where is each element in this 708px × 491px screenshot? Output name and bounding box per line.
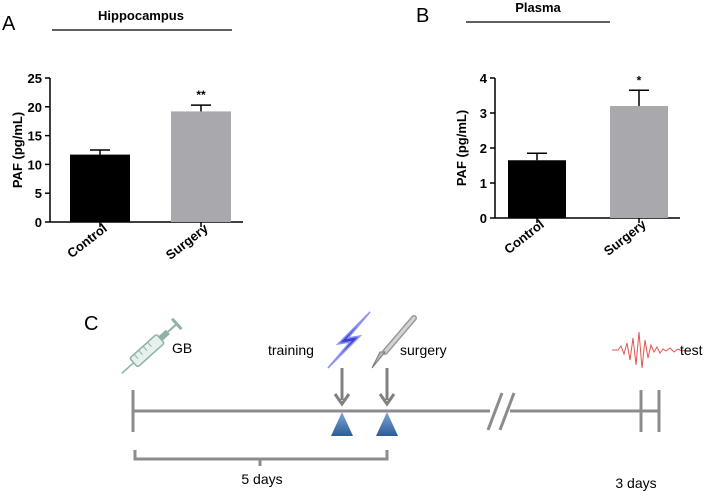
chart-a-ytick-label-4: 20 <box>28 100 42 115</box>
chart-b-ytick-label-1: 1 <box>480 176 487 191</box>
chart-a-ylabel: PAF (pg/mL) <box>10 112 25 188</box>
chart-b-ylabel: PAF (pg/mL) <box>454 110 469 186</box>
panel-c-timeline: C GB training surgery <box>84 311 703 491</box>
chart-a-ytick-label-0: 0 <box>35 215 42 230</box>
chart-a-category-label-0: Control <box>64 221 110 261</box>
event-label-test: test <box>680 342 703 358</box>
event-label-training: training <box>268 342 314 358</box>
chart-a-bar-control <box>70 154 130 222</box>
span-label-3-days: 3 days <box>615 475 656 491</box>
training-arrow <box>333 368 351 407</box>
surgery-arrow <box>378 368 396 407</box>
scalpel-icon <box>371 315 417 369</box>
eeg-wave-icon <box>612 331 687 369</box>
chart-b-significance-1: * <box>637 73 642 87</box>
chart-a-marks: 0 5 10 15 20 25 Control ** Surgery <box>28 71 243 263</box>
chart-b-bar-control <box>508 160 566 218</box>
chart-b-ytick-label-3: 3 <box>480 106 487 121</box>
event-label-gb: GB <box>172 340 192 356</box>
span-bracket-5-days <box>133 450 389 466</box>
chart-a-ytick-label-3: 15 <box>28 129 42 144</box>
panel-c-letter: C <box>84 313 98 335</box>
panel-a-letter: A <box>2 13 16 35</box>
chart-b-ytick-label-2: 2 <box>480 141 487 156</box>
chart-b-bar-surgery <box>610 106 668 218</box>
lightning-icon <box>327 311 371 369</box>
training-marker <box>331 412 353 436</box>
panel-b-chart: B Plasma PAF (pg/mL) 0 1 2 3 4 Control * Surger… <box>416 0 680 259</box>
surgery-marker <box>376 412 398 436</box>
chart-b-title: Plasma <box>515 0 561 15</box>
chart-a-ytick-label-1: 5 <box>35 186 42 201</box>
chart-b-category-label-0: Control <box>501 217 547 257</box>
chart-a-category-label-1: Surgery <box>163 220 212 263</box>
chart-a-ytick-label-2: 10 <box>28 157 42 172</box>
chart-a-bar-surgery <box>171 111 231 222</box>
chart-a-ytick-label-5: 25 <box>28 71 42 86</box>
chart-b-ytick-label-4: 4 <box>480 71 488 86</box>
chart-a-significance-1: ** <box>196 88 206 102</box>
span-label-5-days: 5 days <box>241 471 282 487</box>
syringe-icon <box>121 317 183 374</box>
panel-a-chart: A Hippocampus PAF (pg/mL) 0 5 10 15 20 25 Cont… <box>2 8 243 263</box>
chart-b-ytick-label-0: 0 <box>480 211 487 226</box>
chart-b-category-label-1: Surgery <box>601 216 650 259</box>
panel-b-letter: B <box>416 5 429 27</box>
chart-a-title: Hippocampus <box>98 8 184 23</box>
chart-b-marks: 0 1 2 3 4 Control * Surgery <box>480 71 680 259</box>
timeline-axis <box>131 390 661 432</box>
event-label-surgery: surgery <box>400 342 447 358</box>
